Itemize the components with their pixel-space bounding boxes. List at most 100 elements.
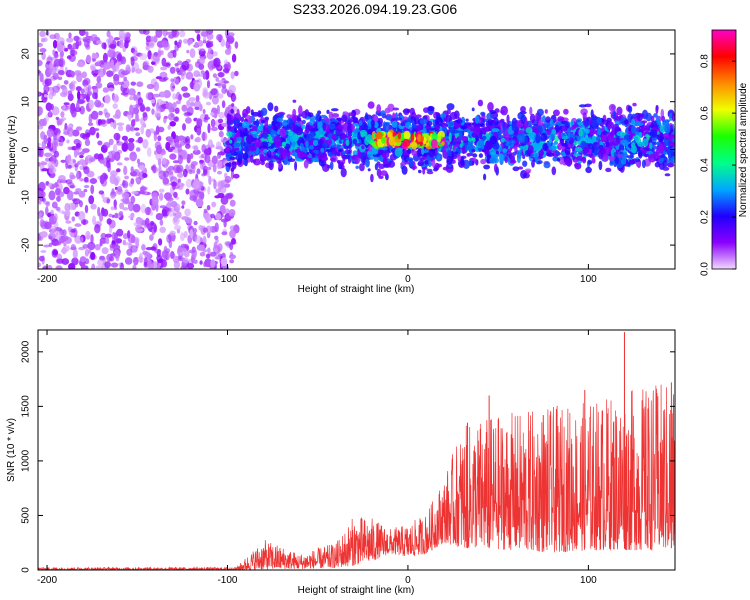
spectral-blob <box>280 137 286 143</box>
spectral-blob <box>402 138 411 148</box>
spectral-blob <box>113 132 121 141</box>
spectral-blob <box>340 167 347 178</box>
spectral-blob <box>100 232 107 240</box>
spectral-blob <box>189 48 196 58</box>
spectral-blob <box>169 146 176 150</box>
spectral-blob <box>157 259 164 263</box>
spectral-blob <box>571 124 577 128</box>
spectral-blob <box>473 126 481 136</box>
colorbar-ticks: 0.0 0.2 0.4 0.6 0.8 <box>700 54 736 276</box>
spectral-blob <box>224 175 232 184</box>
spectral-blob <box>411 150 419 157</box>
spectral-blob <box>419 157 425 162</box>
spectral-blob <box>552 109 560 117</box>
snr-series-line <box>38 384 675 570</box>
spectral-blob <box>634 137 638 141</box>
spectral-blob <box>96 75 102 83</box>
spectral-blob <box>95 82 103 89</box>
spectral-blob <box>70 232 75 238</box>
spectral-blob <box>221 160 229 164</box>
spectral-blob <box>253 158 261 166</box>
spectral-blob <box>655 105 659 114</box>
spectral-blob <box>593 146 600 156</box>
spectral-blob <box>149 234 154 241</box>
spectral-blob <box>584 120 591 127</box>
spectral-blob <box>527 145 534 154</box>
spectral-blob <box>440 123 449 128</box>
spectral-blob <box>107 87 115 92</box>
spectral-blob <box>161 250 169 259</box>
spectral-blob <box>404 122 412 129</box>
y-tick-label: 20 <box>21 48 32 60</box>
spectral-blob <box>631 125 636 134</box>
spectral-blob <box>160 128 164 133</box>
spectral-blob <box>71 216 76 222</box>
spectral-blob <box>62 85 68 96</box>
spectral-blob <box>45 201 50 207</box>
spectral-blob <box>461 145 466 154</box>
spectral-blob <box>96 40 102 45</box>
spectral-blob <box>58 175 66 182</box>
spectral-blob <box>109 243 116 249</box>
spectral-blob <box>471 148 476 153</box>
spectral-blob <box>202 91 211 99</box>
spectral-blob <box>74 235 82 244</box>
spectral-blob <box>260 160 266 166</box>
spectral-blob <box>237 150 244 154</box>
spectral-blob <box>561 126 568 132</box>
spectral-blob <box>359 120 363 126</box>
spectral-blob <box>380 110 386 117</box>
spectral-blob <box>169 230 176 236</box>
spectral-blob <box>556 157 561 162</box>
spectral-blob <box>140 185 146 195</box>
spectral-blob <box>138 164 145 171</box>
spectral-blob <box>229 229 236 239</box>
spectral-blob <box>631 145 637 154</box>
spectral-blob <box>122 200 131 205</box>
spectral-blob <box>284 126 292 130</box>
spectral-blob <box>261 119 266 124</box>
spectral-blob <box>124 139 128 149</box>
spectral-blob <box>194 30 201 34</box>
x-tick-label: -200 <box>37 274 57 285</box>
spectral-blob <box>624 119 629 125</box>
spectral-blob <box>380 147 388 151</box>
spectral-blob <box>295 127 303 136</box>
spectral-blob <box>43 265 48 269</box>
spectral-blob <box>345 139 350 147</box>
spectral-blob <box>229 242 234 251</box>
spectral-blob <box>410 133 415 142</box>
spectral-blob <box>178 182 182 186</box>
spectral-blob <box>474 115 480 124</box>
spectral-blob <box>67 93 74 102</box>
spectral-blob <box>173 215 178 223</box>
spectral-blob <box>224 48 232 56</box>
spectral-blob <box>76 150 80 156</box>
spectral-blob <box>460 136 468 142</box>
spectral-blob <box>124 257 133 265</box>
spectral-blob <box>142 112 148 122</box>
spectral-blob <box>421 166 428 170</box>
spectral-blob <box>166 234 172 244</box>
spectral-blob <box>136 158 141 164</box>
spectral-blob <box>436 154 441 160</box>
spectral-blob <box>448 121 455 127</box>
spectral-blob <box>671 112 675 122</box>
spectral-blob <box>376 104 382 114</box>
spectral-blob <box>342 150 346 156</box>
spectral-blob <box>241 148 245 152</box>
spectral-blob <box>373 156 379 162</box>
spectral-blob <box>212 73 217 78</box>
spectral-blob <box>608 103 617 112</box>
spectral-blob <box>147 223 152 231</box>
spectral-blob <box>557 116 565 122</box>
spectral-blob <box>106 198 110 204</box>
spectral-blob <box>273 135 282 146</box>
spectral-blob <box>58 210 65 214</box>
spectral-blob <box>558 156 564 165</box>
spectral-blob <box>78 190 86 198</box>
spectral-blob <box>221 231 228 236</box>
spectral-blob <box>118 39 124 49</box>
spectral-blob <box>470 140 474 146</box>
spectral-blob <box>531 126 537 133</box>
